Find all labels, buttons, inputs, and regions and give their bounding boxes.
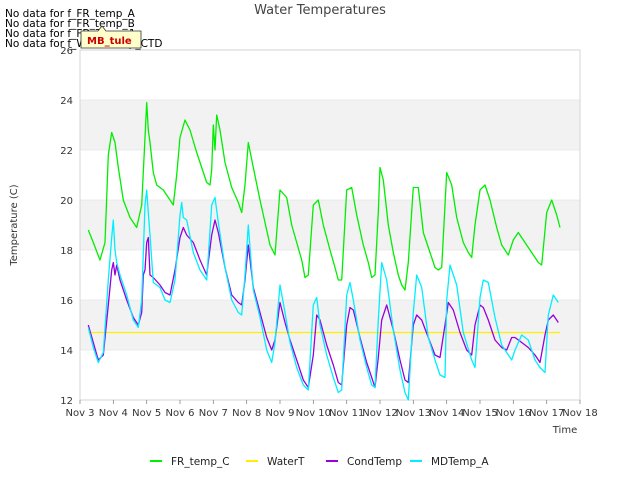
x-tick-label: Nov 3 bbox=[65, 408, 94, 419]
x-tick-label: Nov 10 bbox=[296, 408, 331, 419]
x-tick-label: Nov 18 bbox=[562, 408, 597, 419]
x-tick-label: Nov 7 bbox=[199, 408, 228, 419]
x-tick-label: Nov 16 bbox=[496, 408, 531, 419]
y-tick-label: 12 bbox=[60, 396, 73, 407]
legend[interactable]: FR_temp_C WaterT CondTemp MDTemp_A bbox=[150, 456, 489, 468]
y-tick-label: 16 bbox=[60, 296, 73, 307]
x-tick-label: Nov 4 bbox=[99, 408, 128, 419]
tooltip-box bbox=[80, 25, 142, 49]
y-tick-label: 18 bbox=[60, 246, 73, 257]
x-tick-label: Nov 13 bbox=[396, 408, 431, 419]
y-tick-label: 20 bbox=[60, 196, 73, 207]
x-tick-label: Nov 17 bbox=[529, 408, 564, 419]
chart-title: Water Temperatures bbox=[254, 3, 386, 18]
legend-label: CondTemp bbox=[347, 456, 402, 468]
x-tick-label: Nov 15 bbox=[462, 408, 497, 419]
plot-background-bands bbox=[80, 100, 580, 350]
plot-area bbox=[79, 49, 581, 401]
x-tick-label: Nov 5 bbox=[132, 408, 161, 419]
series-line-mdtemp-a bbox=[87, 189, 559, 401]
legend-label: FR_temp_C bbox=[171, 456, 230, 468]
x-tick-label: Nov 14 bbox=[429, 408, 464, 419]
x-tick-label: Nov 11 bbox=[329, 408, 364, 419]
y-tick-label: 24 bbox=[60, 96, 73, 107]
background-band bbox=[80, 100, 580, 150]
series-lines bbox=[87, 101, 561, 401]
y-axis-ticks: 12 14 16 18 20 22 24 26 bbox=[60, 46, 73, 407]
legend-label: MDTemp_A bbox=[431, 456, 489, 468]
background-band bbox=[80, 300, 580, 350]
x-axis-ticks: Nov 3 Nov 4 Nov 5 Nov 6 Nov 7 Nov 8 Nov 9 Nov 1… bbox=[65, 400, 598, 419]
no-data-notice: No data for f_FR_temp_A bbox=[5, 8, 135, 20]
x-tick-label: Nov 6 bbox=[165, 408, 194, 419]
series-line-condtemp bbox=[87, 219, 559, 389]
y-tick-label: 14 bbox=[60, 346, 73, 357]
y-tick-label: 26 bbox=[60, 46, 73, 57]
y-tick-label: 22 bbox=[60, 146, 73, 157]
tooltip: MB_tule bbox=[80, 25, 142, 49]
x-axis-label: Time bbox=[552, 425, 577, 436]
legend-item-mdtemp-a[interactable]: MDTemp_A bbox=[410, 456, 489, 468]
x-tick-label: Nov 12 bbox=[362, 408, 397, 419]
background-band bbox=[80, 200, 580, 250]
legend-label: WaterT bbox=[267, 456, 305, 468]
x-tick-label: Nov 8 bbox=[232, 408, 261, 419]
legend-item-fr-temp-c[interactable]: FR_temp_C bbox=[150, 456, 230, 468]
tooltip-label: MB_tule bbox=[87, 36, 132, 47]
series-line-fr-temp-c bbox=[87, 101, 561, 291]
x-tick-label: Nov 9 bbox=[265, 408, 294, 419]
y-axis-label: Temperature (C) bbox=[9, 184, 20, 266]
legend-item-condtemp[interactable]: CondTemp bbox=[326, 456, 402, 468]
legend-item-watert[interactable]: WaterT bbox=[246, 456, 305, 468]
